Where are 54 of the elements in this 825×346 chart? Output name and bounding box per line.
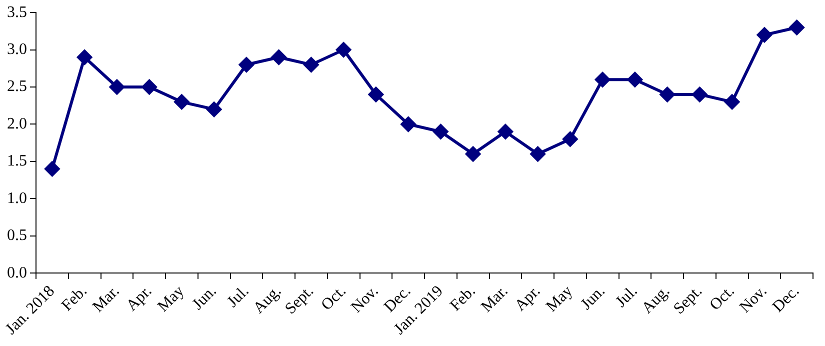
- x-tick-label: Dec.: [381, 282, 414, 316]
- point: [692, 86, 708, 102]
- y-tick-label: 1.0: [7, 190, 27, 207]
- x-tick-label: Sept.: [670, 282, 706, 318]
- point: [466, 146, 481, 162]
- point: [336, 42, 352, 58]
- x-tick-label: May: [154, 282, 188, 316]
- x-tick-label: Apr.: [512, 282, 544, 314]
- y-tick-label: 2.5: [7, 78, 27, 96]
- point: [562, 132, 578, 147]
- y-tick-label: 1.5: [7, 152, 27, 170]
- y-tick-label: 2.0: [7, 115, 27, 132]
- y-tick-label: 3.0: [7, 41, 27, 58]
- point: [304, 57, 319, 72]
- x-tick-label: May: [543, 282, 576, 316]
- point: [433, 124, 448, 140]
- point: [77, 50, 92, 65]
- x-tick-label: Jul.: [612, 282, 641, 311]
- x-tick-label: Oct.: [318, 282, 350, 314]
- x-tick-label: Feb.: [447, 282, 479, 314]
- x-tick-label: Nov.: [736, 282, 770, 316]
- point: [530, 146, 546, 162]
- y-tick-label: 0.5: [7, 227, 27, 244]
- point: [627, 72, 642, 88]
- point: [174, 94, 190, 110]
- x-tick-label: Mar.: [90, 282, 123, 316]
- point: [238, 57, 254, 72]
- point: [44, 161, 60, 176]
- point: [206, 102, 222, 117]
- point: [498, 124, 513, 140]
- point: [109, 80, 124, 95]
- point: [724, 94, 740, 110]
- x-tick-label: Jun.: [189, 282, 220, 314]
- x-tick-label: Dec.: [770, 282, 803, 316]
- x-tick-label: Jun.: [578, 282, 608, 314]
- x-tick-label: Aug.: [250, 282, 285, 317]
- x-tick-label: Nov.: [348, 282, 382, 316]
- x-tick-label: Oct.: [706, 282, 738, 314]
- x-tick-label: Aug.: [638, 282, 674, 317]
- x-tick-label: Jul.: [224, 282, 252, 311]
- point: [400, 116, 416, 132]
- point: [660, 86, 675, 102]
- point: [756, 27, 772, 42]
- point: [368, 86, 384, 102]
- x-tick-label: Mar.: [478, 282, 512, 316]
- point: [142, 80, 157, 95]
- x-tick-label: Sept.: [282, 282, 317, 318]
- point: [789, 20, 804, 35]
- point: [271, 50, 286, 65]
- x-tick-label: Apr.: [123, 282, 156, 314]
- x-tick-label: Feb.: [58, 282, 90, 314]
- y-tick-label: 0.0: [7, 264, 27, 282]
- point: [595, 72, 610, 88]
- y-tick-label: 3.5: [7, 4, 27, 21]
